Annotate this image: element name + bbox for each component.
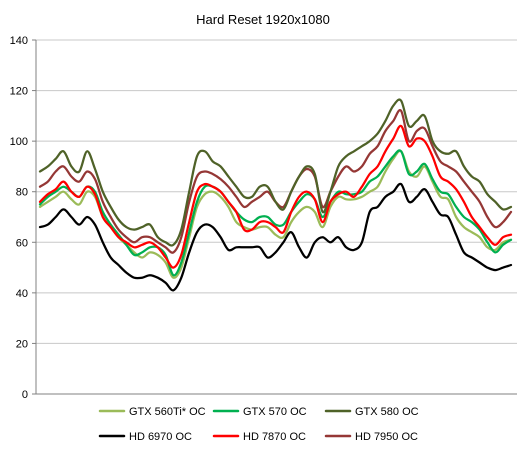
legend-label: GTX 570 OC <box>243 406 307 418</box>
series-line-gtx-570-oc <box>38 149 513 277</box>
series-line-gtx-580-oc <box>38 98 513 247</box>
y-tick-label: 120 <box>10 86 28 98</box>
y-tick-label: 20 <box>16 338 28 350</box>
series-line-hd-7870-oc <box>38 124 513 269</box>
legend-label: GTX 580 OC <box>355 406 419 418</box>
y-tick-label: 60 <box>16 237 28 249</box>
grid-layer <box>36 39 517 344</box>
legend-label: GTX 560Ti* OC <box>129 406 206 418</box>
y-tick-label: 40 <box>16 288 28 300</box>
legend: GTX 560Ti* OC GTX 570 OC GTX 580 OC HD 6970… <box>98 406 419 443</box>
legend-label: HD 6970 OC <box>129 431 192 443</box>
y-tick-label: 80 <box>16 187 28 199</box>
axis-layer: 0 20 40 60 80 100 120 140 <box>10 35 517 401</box>
y-tick-label: 0 <box>22 389 28 401</box>
y-tick-label: 100 <box>10 136 28 148</box>
chart-title: Hard Reset 1920x1080 <box>196 12 330 27</box>
legend-label: HD 7950 OC <box>355 431 418 443</box>
legend-label: HD 7870 OC <box>243 431 306 443</box>
series-line-hd-6970-oc <box>38 182 513 292</box>
series-layer <box>38 98 513 292</box>
y-tick-label: 140 <box>10 35 28 47</box>
